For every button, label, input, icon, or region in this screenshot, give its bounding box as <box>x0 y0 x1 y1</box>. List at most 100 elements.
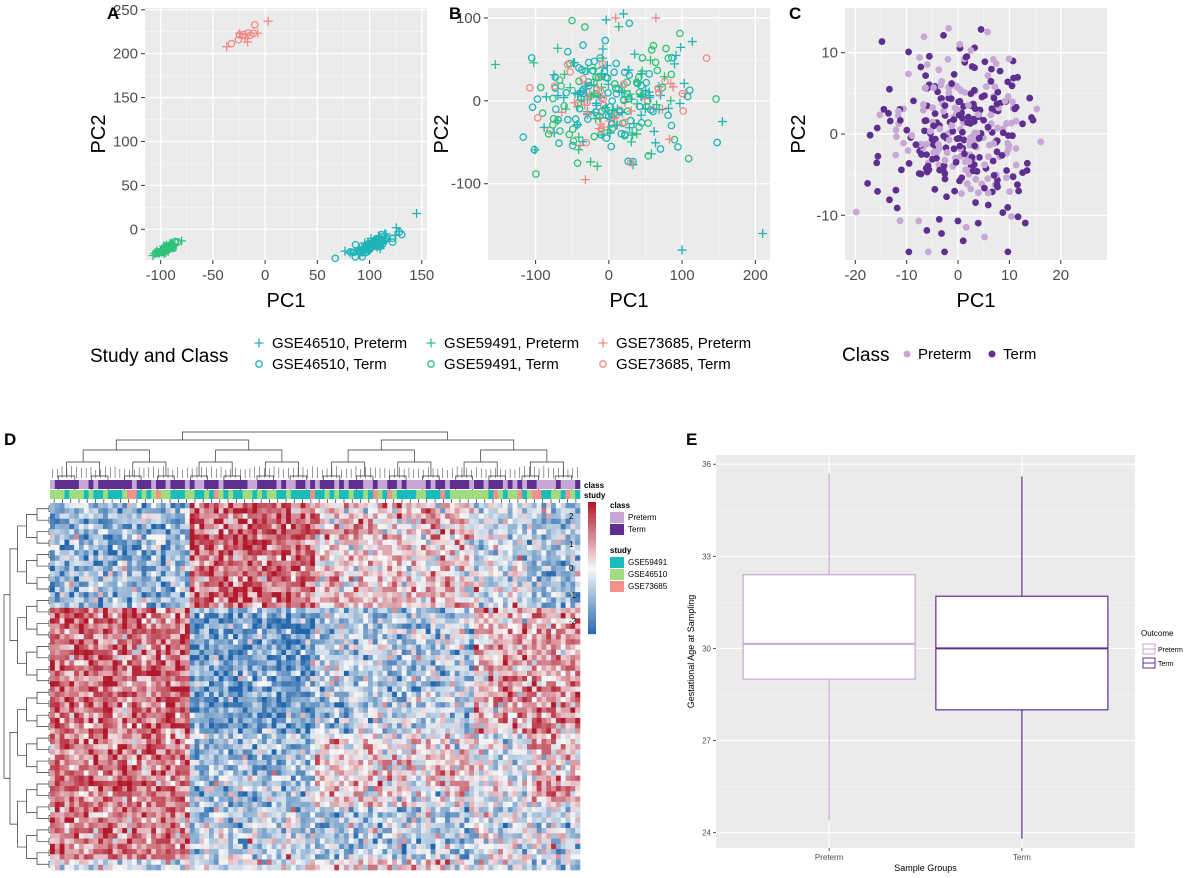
data-point <box>532 170 540 178</box>
heatmap-cell <box>209 607 215 614</box>
heatmap-cell <box>382 555 388 561</box>
heatmap-cell <box>546 503 552 509</box>
heatmap-cell <box>459 592 465 598</box>
heatmap-cell <box>262 607 268 614</box>
heatmap-cell <box>117 607 123 614</box>
dendrogram-branch <box>26 835 37 859</box>
study-annotation-cell <box>329 490 335 499</box>
heatmap-cell <box>469 550 475 556</box>
data-point <box>235 31 244 39</box>
heatmap-cell <box>502 628 509 635</box>
heatmap-cell <box>228 529 234 535</box>
heatmap-cell <box>184 618 191 624</box>
heatmap-cell <box>237 644 244 651</box>
heatmap-cell <box>209 639 215 645</box>
heatmap-cell <box>300 571 306 577</box>
heatmap-cell <box>290 644 297 651</box>
heatmap-cell <box>204 555 210 561</box>
heatmap-cell <box>551 529 557 535</box>
heatmap-cell <box>406 602 412 609</box>
heatmap-cell <box>502 623 509 630</box>
heatmap-cell <box>247 523 253 530</box>
heatmap-cell <box>319 565 325 572</box>
heatmap-cell <box>329 665 335 672</box>
heatmap-cell <box>575 660 581 666</box>
heatmap-cell <box>416 544 422 551</box>
heatmap-cell <box>512 508 518 514</box>
heatmap-cell <box>392 544 398 551</box>
class-annotation-cell <box>488 480 494 489</box>
heatmap-cell <box>136 639 142 645</box>
class-annotation-cell <box>575 480 581 489</box>
heatmap-cell <box>368 618 374 624</box>
study-annotation-cell <box>517 490 523 499</box>
class-annotation-cell <box>469 480 475 489</box>
heatmap-cell <box>474 523 480 530</box>
heatmap-cell <box>78 628 85 635</box>
heatmap-cell <box>372 586 378 593</box>
heatmap-cell <box>281 576 287 582</box>
heatmap-cell <box>83 576 89 582</box>
heatmap-cell <box>406 649 412 656</box>
heatmap-cell <box>493 544 499 551</box>
heatmap-cell <box>425 618 431 624</box>
heatmap-cell <box>440 592 446 598</box>
heatmap-cell <box>454 628 460 635</box>
data-point <box>591 114 601 124</box>
heatmap-cell <box>560 539 566 546</box>
heatmap-cell <box>329 581 335 588</box>
study-annotation-cell <box>54 490 60 499</box>
heatmap-cell <box>300 628 306 635</box>
heatmap-cell <box>64 660 70 666</box>
study-annotation-cell <box>69 490 75 499</box>
heatmap-cell <box>50 655 56 661</box>
heatmap-cell <box>257 550 263 556</box>
heatmap-cell <box>502 665 509 672</box>
heatmap-cell <box>372 644 378 651</box>
heatmap-cell <box>175 518 181 525</box>
heatmap-cell <box>363 623 369 630</box>
heatmap-cell <box>112 508 118 514</box>
heatmap-cell <box>488 586 494 593</box>
heatmap-cell <box>517 597 523 603</box>
heatmap-cell <box>117 634 123 640</box>
data-point <box>617 88 627 98</box>
heatmap-cell <box>247 565 253 572</box>
heatmap-cell <box>348 529 354 535</box>
heatmap-cell <box>98 670 104 677</box>
heatmap-cell <box>449 555 456 561</box>
heatmap-cell <box>363 508 369 514</box>
heatmap-cell <box>392 628 398 635</box>
heatmap-cell <box>517 539 523 546</box>
heatmap-cell <box>170 565 176 572</box>
heatmap-cell <box>209 571 215 577</box>
heatmap-cell <box>440 560 446 567</box>
heatmap-cell <box>575 639 581 645</box>
heatmap-cell <box>199 534 205 540</box>
heatmap-cell <box>459 544 465 551</box>
heatmap-cell <box>83 634 89 640</box>
heatmap-cell <box>74 670 80 677</box>
study-annotation-cell <box>541 490 547 499</box>
heatmap-cell <box>551 602 557 609</box>
heatmap-cell <box>180 628 186 635</box>
heatmap-cell <box>488 576 494 582</box>
heatmap-cell <box>531 660 537 666</box>
heatmap-cell <box>204 571 210 577</box>
heatmap-cell <box>141 544 147 551</box>
heatmap-cell <box>180 529 186 535</box>
heatmap-cell <box>175 670 181 677</box>
heatmap-cell <box>483 623 489 630</box>
heatmap-cell <box>180 503 186 509</box>
heatmap-cell <box>189 628 195 635</box>
heatmap-cell <box>160 634 166 640</box>
heatmap-cell <box>449 503 456 509</box>
heatmap-cell <box>421 518 427 525</box>
heatmap-cell <box>194 523 200 530</box>
heatmap-cell <box>406 618 412 624</box>
study-annotation-cell <box>401 490 407 499</box>
heatmap-cell <box>454 623 460 630</box>
heatmap-cell <box>218 613 224 619</box>
heatmap-cell <box>502 513 509 520</box>
heatmap-cell <box>531 607 537 614</box>
